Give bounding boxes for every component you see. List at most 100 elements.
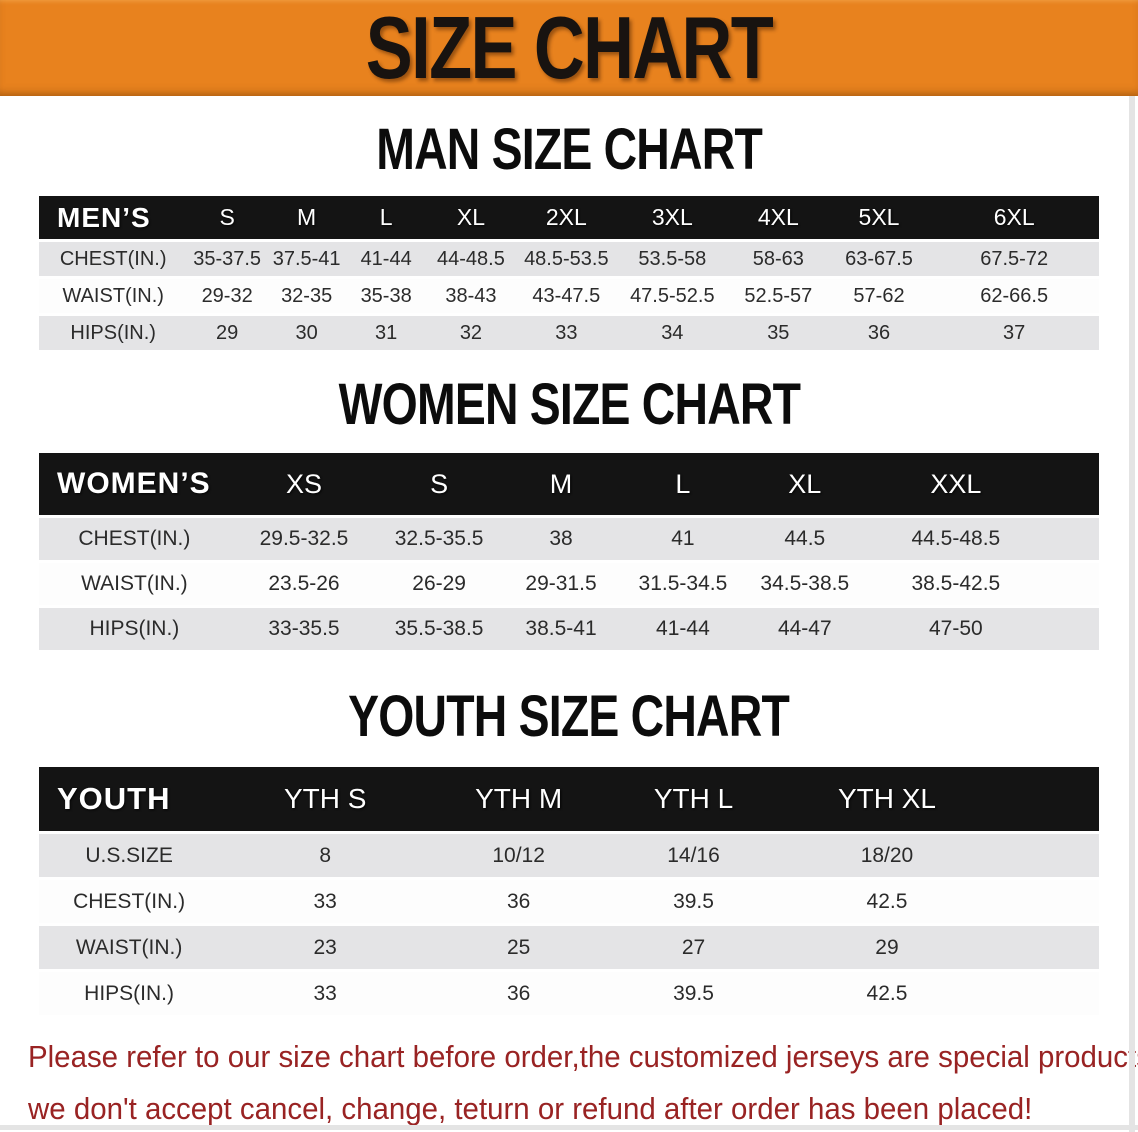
size-value: 26-29 [378,563,501,605]
size-value: 29.5-32.5 [229,518,379,560]
men-section-heading: MAN SIZE CHART [0,96,1138,182]
size-value: 30 [266,316,347,350]
row-label: U.S.SIZE [39,834,220,877]
size-value: 29 [780,926,993,969]
footer-notice: Please refer to our size chart before or… [28,1034,1138,1132]
table-row: CHEST(IN.) 29.5-32.5 32.5-35.5 38 41 44.5 44.5… [39,518,1099,560]
row-label: HIPS(IN.) [39,316,188,350]
notice-line-2: we don't accept cancel, change, teturn o… [28,1086,1110,1132]
column-header: XL [425,196,516,239]
row-label: WAIST(IN.) [39,279,188,313]
size-value: 14/16 [606,834,781,877]
filler-cell [1045,563,1099,605]
size-value: 53.5-58 [616,242,728,276]
table-row: WAIST(IN.) 29-32 32-35 35-38 38-43 43-47.5 47.… [39,279,1099,313]
column-header: YTH XL [780,767,993,831]
table-row: HIPS(IN.) 33 36 39.5 42.5 [39,972,1099,1015]
table-header-row: WOMEN’S XS S M L XL XXL [39,453,1099,515]
row-label: CHEST(IN.) [39,880,220,923]
size-value: 37 [929,316,1099,350]
size-value: 29-32 [187,279,267,313]
size-value: 44-47 [743,608,866,650]
size-value: 32.5-35.5 [378,518,501,560]
section-youth: YOUTH SIZE CHART YOUTH YTH S YTH M YTH L YTH… [0,653,1138,1018]
youth-section-heading: YOUTH SIZE CHART [0,653,1138,746]
filler-cell [992,767,1099,831]
column-header: YTH M [431,767,607,831]
column-header: 3XL [616,196,728,239]
notice-line-1: Please refer to our size chart before or… [28,1034,1138,1086]
size-value: 52.5-57 [727,279,829,313]
size-value: 33 [515,316,617,350]
page-edge-line-right [1129,96,1135,1132]
row-label: WAIST(IN.) [39,926,220,969]
size-value: 25 [431,926,607,969]
women-section-heading-text: WOMEN SIZE CHART [338,372,800,437]
table-row: CHEST(IN.) 35-37.5 37.5-41 41-44 44-48.5 48.5… [39,242,1099,276]
filler-cell [992,834,1099,877]
size-value: 8 [219,834,432,877]
column-header: 4XL [727,196,829,239]
column-header: YTH L [606,767,781,831]
table-row: HIPS(IN.) 33-35.5 35.5-38.5 38.5-41 41-44 44-… [39,608,1099,650]
column-header: S [187,196,267,239]
filler-cell [1045,608,1099,650]
table-title-cell: MEN’S [39,196,188,239]
column-header: M [500,453,622,515]
size-value: 62-66.5 [929,279,1099,313]
women-section-heading: WOMEN SIZE CHART [0,353,1138,437]
column-header: 6XL [929,196,1099,239]
section-men: MAN SIZE CHART MEN’S S M L XL 2XL 3XL 4XL 5XL 6XL… [0,96,1138,353]
notice-line-2-text: we don't accept cancel, change, teturn o… [28,1091,1033,1126]
size-value: 41-44 [346,242,426,276]
size-value: 27 [606,926,781,969]
size-value: 33 [219,880,432,923]
size-value: 44.5-48.5 [865,518,1046,560]
size-value: 47-50 [865,608,1046,650]
size-value: 39.5 [606,972,781,1015]
size-value: 44.5 [743,518,866,560]
table-title-cell: WOMEN’S [39,453,230,515]
size-value: 38.5-41 [500,608,622,650]
men-section-heading-text: MAN SIZE CHART [376,117,763,182]
size-value: 35 [727,316,829,350]
column-header: L [346,196,426,239]
notice-line-1-text: Please refer to our size chart before or… [28,1039,1138,1074]
size-value: 47.5-52.5 [616,279,728,313]
row-label: HIPS(IN.) [39,608,230,650]
size-value: 63-67.5 [828,242,930,276]
size-value: 29-31.5 [500,563,622,605]
size-value: 34 [616,316,728,350]
size-value: 36 [431,880,607,923]
size-value: 41 [621,518,744,560]
filler-cell [1045,518,1099,560]
size-value: 31 [346,316,426,350]
size-value: 38-43 [425,279,516,313]
size-value: 35-38 [346,279,426,313]
size-value: 35.5-38.5 [378,608,501,650]
filler-cell [992,926,1099,969]
table-row: WAIST(IN.) 23.5-26 26-29 29-31.5 31.5-34.5 34… [39,563,1099,605]
size-value: 23 [219,926,432,969]
table-row: WAIST(IN.) 23 25 27 29 [39,926,1099,969]
column-header: XS [229,453,379,515]
size-value: 10/12 [431,834,607,877]
size-value: 36 [828,316,930,350]
banner: SIZE CHART [0,0,1138,96]
size-value: 38.5-42.5 [865,563,1046,605]
table-row: HIPS(IN.) 29 30 31 32 33 34 35 36 37 [39,316,1099,350]
column-header: S [378,453,501,515]
women-size-table: WOMEN’S XS S M L XL XXL CHEST(IN.) 29.5-32.5 32.5… [39,450,1099,653]
size-value: 41-44 [621,608,744,650]
column-header: M [266,196,347,239]
section-women: WOMEN SIZE CHART WOMEN’S XS S M L XL XXL CHEST(… [0,353,1138,653]
size-value: 67.5-72 [929,242,1099,276]
size-value: 43-47.5 [515,279,617,313]
table-title-cell: YOUTH [39,767,220,831]
column-header: XL [743,453,866,515]
row-label: WAIST(IN.) [39,563,230,605]
column-header: L [621,453,744,515]
column-header: XXL [865,453,1046,515]
size-value: 31.5-34.5 [621,563,744,605]
